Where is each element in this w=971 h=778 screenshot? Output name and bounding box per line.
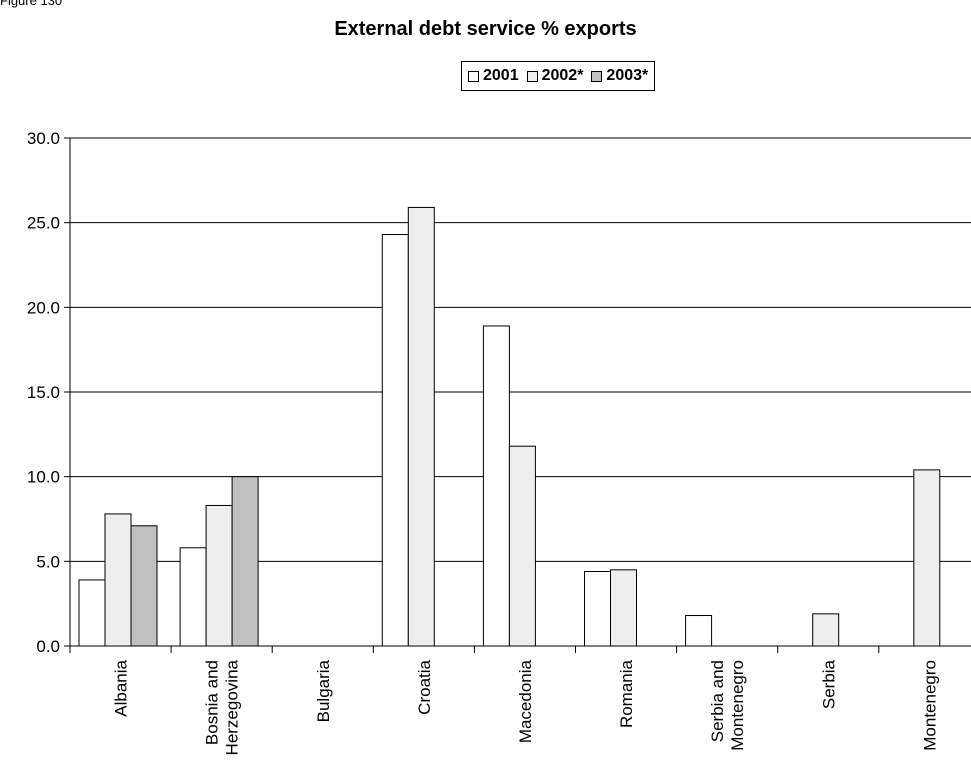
x-category-label: Macedonia [516,659,535,743]
y-tick-label: 10.0 [27,468,60,487]
figure-label: Figure 130 [0,0,63,8]
y-tick-label: 30.0 [27,129,60,148]
bar-2003-0 [130,525,158,647]
bar-2001-1 [179,547,207,647]
legend-swatch-2003 [591,70,603,82]
y-tick-label: 25.0 [27,214,60,233]
chart-title: External debt service % exports [334,18,637,40]
chart-legend: 2001 2002* 2003* [461,61,656,91]
legend-item-2003: 2003* [591,67,648,85]
x-category-label: Montenegro [920,660,939,751]
x-category-label: Bosnia and [203,660,222,745]
bar-2001-4 [482,325,510,647]
x-category-label: Serbia and [708,660,727,742]
legend-item-2002: 2002* [526,67,584,85]
bar-2001-3 [381,234,409,647]
y-tick-label: 5.0 [36,552,60,571]
x-category-label: Herzegovina [223,659,242,755]
bar-2001-0 [78,579,106,647]
legend-swatch-2001 [468,70,479,82]
legend-label-2003: 2003* [606,67,649,84]
bar-2002-3 [407,206,435,647]
x-category-label: Montenegro [728,660,747,751]
bar-2001-6 [685,615,713,647]
bar-2002-4 [508,445,536,647]
bar-2002-5 [610,569,637,647]
bar-2002-8 [913,469,941,647]
bar-2001-5 [584,570,611,647]
y-tick-label: 15.0 [27,383,60,402]
legend-swatch-2002 [526,70,538,82]
bar-2002-1 [205,504,233,647]
y-tick-label: 20.0 [27,298,60,317]
legend-label-2001: 2001 [483,67,519,84]
y-tick-label: 0.0 [36,637,60,656]
x-category-label: Croatia [415,659,434,714]
bar-2002-7 [812,613,840,647]
x-category-label: Bulgaria [314,659,333,722]
legend-label-2002: 2002* [541,67,584,84]
legend-item-2001: 2001 [468,67,519,85]
x-category-label: Romania [617,659,636,728]
x-category-label: Albania [112,659,131,716]
x-category-label: Serbia [819,659,838,709]
bar-2002-0 [104,513,132,647]
bar-2003-1 [231,476,259,647]
